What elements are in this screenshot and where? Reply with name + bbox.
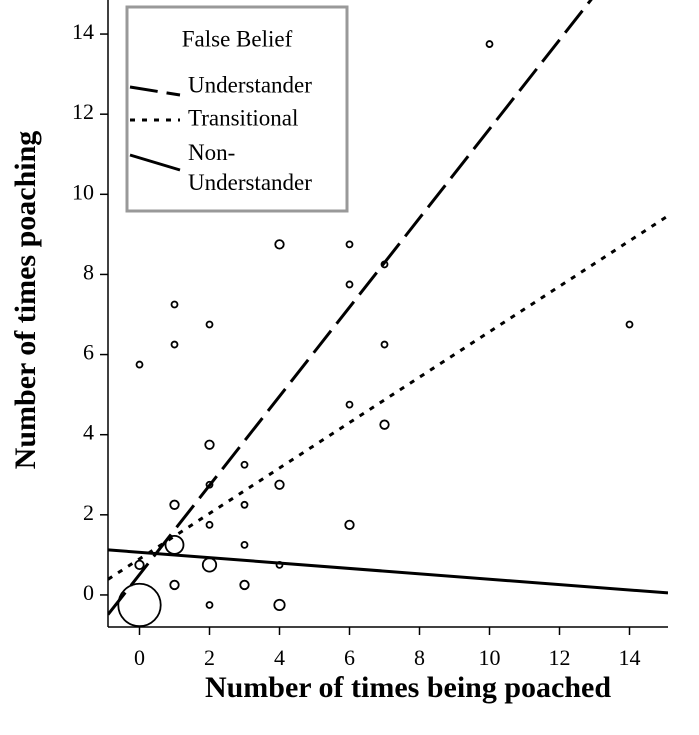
- legend-line: [129, 85, 181, 97]
- point: [345, 280, 354, 289]
- legend-box: [125, 5, 349, 213]
- x-tick-label: 4: [274, 645, 285, 670]
- x-tick-label: 12: [549, 645, 571, 670]
- point: [134, 559, 145, 571]
- y-tick-label: 10: [72, 179, 94, 204]
- point: [274, 479, 285, 490]
- point: [201, 557, 218, 573]
- point: [240, 500, 249, 509]
- x-tick-label: 8: [414, 645, 425, 670]
- fit-line: [108, 0, 593, 616]
- y-tick-label: 4: [83, 420, 94, 445]
- x-tick-label: 2: [204, 645, 215, 670]
- point: [117, 582, 162, 628]
- y-tick-label: 14: [72, 19, 94, 44]
- point: [205, 520, 214, 529]
- point: [169, 499, 180, 510]
- legend-label: Non-Understander: [188, 140, 312, 195]
- point: [170, 300, 179, 309]
- point: [625, 320, 634, 329]
- point: [169, 579, 180, 591]
- fit-lines: [108, 0, 668, 616]
- point: [205, 601, 214, 609]
- point: [274, 239, 285, 250]
- legend-label: Transitional: [188, 105, 298, 130]
- x-tick-label: 14: [619, 645, 641, 670]
- x-axis-label: Number of times being poached: [205, 671, 611, 704]
- point: [240, 460, 249, 469]
- y-tick-label: 12: [72, 99, 94, 124]
- point: [240, 540, 249, 549]
- point: [345, 400, 354, 409]
- point: [344, 519, 355, 530]
- point: [170, 340, 179, 349]
- point: [345, 240, 354, 249]
- point: [205, 480, 214, 489]
- point: [204, 439, 215, 450]
- x-tick-label: 10: [479, 645, 501, 670]
- point: [275, 561, 284, 569]
- fit-line: [108, 214, 668, 581]
- point: [380, 340, 389, 349]
- y-tick-label: 0: [83, 580, 94, 605]
- x-tick-label: 6: [344, 645, 355, 670]
- y-tick-label: 8: [83, 259, 94, 284]
- point: [273, 598, 286, 612]
- y-tick-label: 2: [83, 500, 94, 525]
- point: [485, 40, 494, 48]
- fit-line: [108, 548, 668, 595]
- point: [239, 579, 250, 591]
- point: [380, 260, 389, 269]
- legend-label: Understander: [188, 72, 312, 97]
- legend-title: False Belief: [182, 26, 293, 51]
- legend-line: [129, 153, 181, 172]
- y-axis-label: Number of times poaching: [9, 131, 42, 470]
- point: [164, 534, 185, 555]
- point: [205, 320, 214, 329]
- point: [379, 419, 390, 430]
- point: [135, 360, 144, 369]
- x-tick-label: 0: [134, 645, 145, 670]
- y-tick-label: 6: [83, 340, 94, 365]
